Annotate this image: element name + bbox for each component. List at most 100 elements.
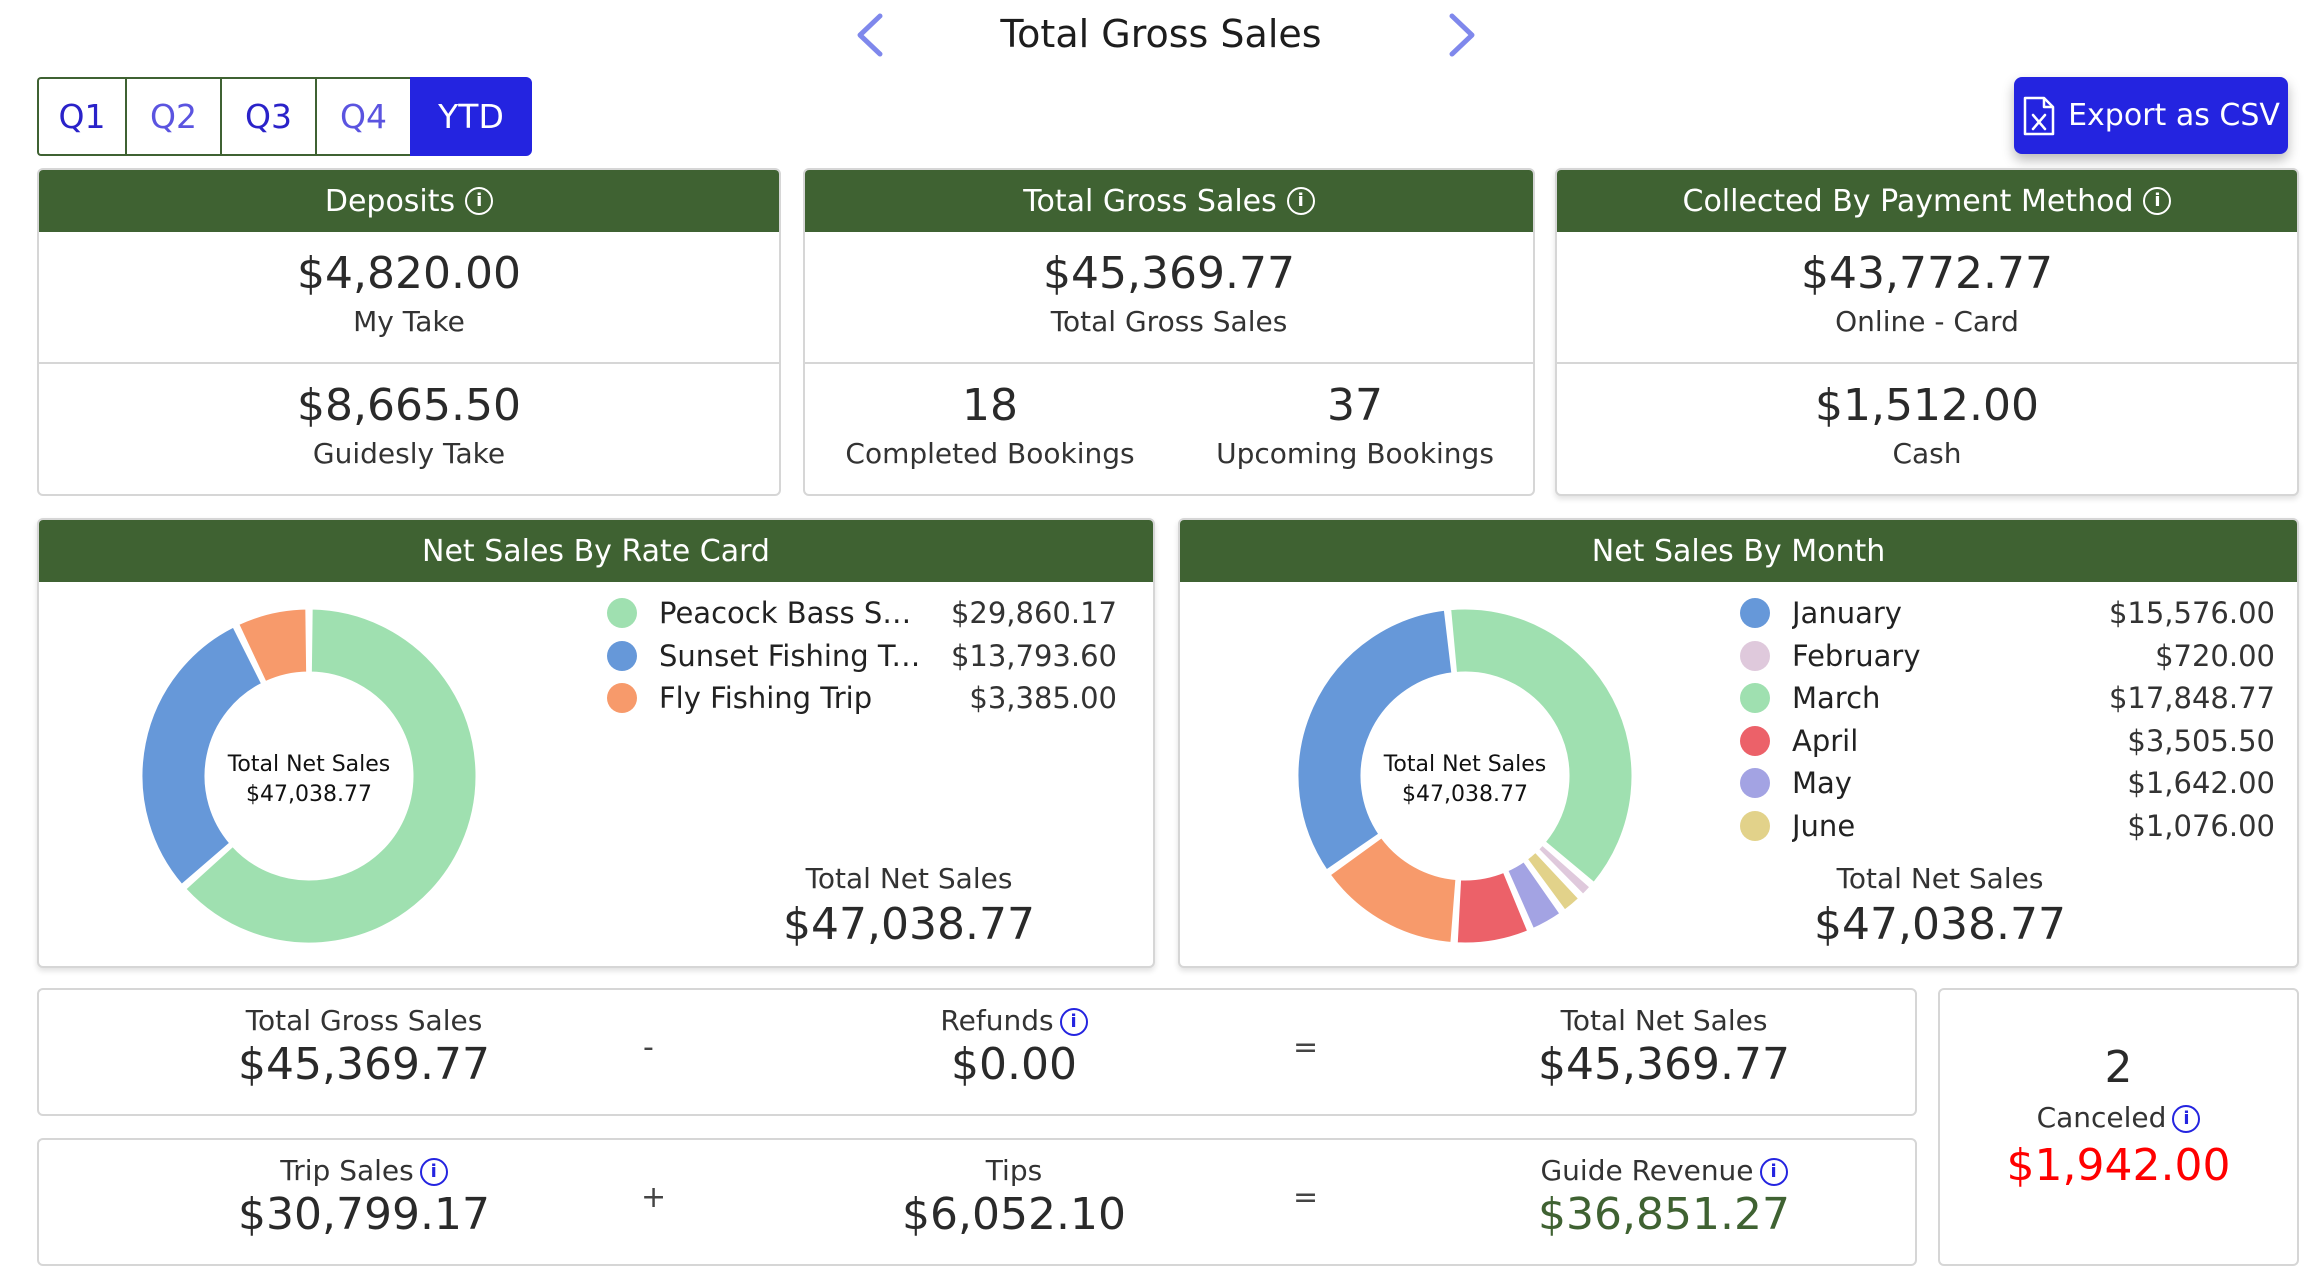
deposits-header: Deposits i: [39, 170, 779, 232]
upcoming-bookings-value: 37: [1327, 380, 1383, 431]
legend-item[interactable]: March $17,848.77: [1740, 677, 2275, 719]
legend-label: April: [1792, 723, 1859, 758]
month-center-value: $47,038.77: [1402, 782, 1528, 807]
month-center-label: Total Net Sales: [1383, 752, 1547, 777]
legend-label: March: [1792, 681, 1881, 715]
info-icon[interactable]: i: [1759, 1158, 1788, 1186]
canceled-label: Canceled i: [1940, 1101, 2297, 1134]
info-icon[interactable]: i: [419, 1158, 448, 1186]
tab-q2[interactable]: Q2: [125, 77, 220, 156]
month-total-label: Total Net Sales: [1836, 862, 2044, 895]
month-donut: [1295, 606, 1635, 946]
legend-value: $720.00: [2155, 638, 2275, 673]
deposits-card: Deposits i $4,820.00 My Take $8,665.50 G…: [37, 168, 781, 496]
rate-card-center-label: Total Net Sales: [227, 752, 391, 777]
info-icon[interactable]: i: [1286, 187, 1315, 215]
legend-value: $29,860.17: [950, 596, 1117, 630]
summary-guide-label: Guide Revenue i: [1439, 1154, 1889, 1187]
equals-sign: =: [1293, 1030, 1319, 1065]
tab-q3[interactable]: Q3: [220, 77, 315, 156]
cash-label: Cash: [1892, 437, 1962, 470]
rate-card-center-value: $47,038.77: [246, 782, 372, 807]
guidesly-take-value: $8,665.50: [297, 380, 521, 431]
legend-item[interactable]: Sunset Fishing Trip $13,793.60: [607, 635, 1117, 677]
rate-card-center: Total Net Sales $47,038.77: [209, 750, 409, 810]
gross-total: $45,369.77 Total Gross Sales: [805, 248, 1533, 338]
equals-sign: =: [1293, 1180, 1319, 1215]
canceled-label-text: Canceled: [2036, 1101, 2167, 1134]
info-icon[interactable]: i: [2143, 187, 2172, 215]
info-icon[interactable]: i: [465, 187, 494, 215]
donut-slice[interactable]: [139, 623, 265, 888]
legend-value: $3,505.50: [2127, 723, 2275, 758]
legend-label: January: [1792, 596, 1902, 630]
legend-value: $15,576.00: [2108, 596, 2275, 630]
donut-slice[interactable]: [1535, 841, 1594, 898]
legend-item[interactable]: May $1,642.00: [1740, 762, 2275, 804]
legend-label: February: [1792, 638, 1921, 673]
payment-method-header: Collected By Payment Method i: [1557, 170, 2297, 232]
legend-item[interactable]: Peacock Bass Shor... $29,860.17: [607, 592, 1117, 634]
prev-arrow-icon[interactable]: [848, 10, 892, 60]
legend-label: Sunset Fishing Trip: [659, 638, 929, 673]
legend-item[interactable]: February $720.00: [1740, 635, 2275, 677]
donut-slice[interactable]: [1504, 858, 1564, 932]
page-title: Total Gross Sales: [1000, 12, 1322, 56]
rate-card-total-value: $47,038.77: [783, 899, 1035, 950]
online-card-value: $43,772.77: [1801, 248, 2053, 299]
donut-slice[interactable]: [1447, 606, 1635, 886]
summary-trip-value: $30,799.17: [238, 1189, 490, 1240]
donut-slice[interactable]: [1454, 869, 1531, 946]
canceled-value: $1,942.00: [2006, 1140, 2231, 1191]
export-csv-button[interactable]: Export as CSV: [2014, 77, 2288, 154]
legend-item[interactable]: July$6,670.50: [1740, 847, 2275, 850]
info-icon[interactable]: i: [2172, 1105, 2201, 1133]
divider: [1557, 362, 2297, 364]
legend-item[interactable]: April $3,505.50: [1740, 720, 2275, 762]
quarter-tabs: Q1 Q2 Q3 Q4 YTD: [37, 77, 532, 156]
legend-swatch: [607, 683, 637, 713]
net-sales-summary: Total Gross Sales $45,369.77 - Refunds i …: [37, 988, 1917, 1116]
tab-q1[interactable]: Q1: [37, 77, 125, 156]
legend-swatch: [607, 598, 637, 628]
file-excel-icon: [2023, 96, 2055, 135]
donut-slice[interactable]: [1524, 849, 1582, 914]
donut-slice[interactable]: [1326, 834, 1459, 946]
legend-value: $1,076.00: [2127, 808, 2275, 843]
legend-label: Peacock Bass Shor...: [659, 596, 929, 630]
online-card-label: Online - Card: [1835, 305, 2019, 338]
tab-q4[interactable]: Q4: [315, 77, 410, 156]
payment-method-title: Collected By Payment Method: [1682, 183, 2134, 219]
rate-card-total: Total Net Sales $47,038.77: [719, 862, 1099, 950]
donut-slice[interactable]: [235, 606, 310, 685]
donut-slice[interactable]: [1295, 607, 1455, 874]
my-take-label: My Take: [353, 305, 465, 338]
legend-item[interactable]: January $15,576.00: [1740, 592, 2275, 634]
legend-value: $1,642.00: [2127, 766, 2275, 800]
legend-swatch: [1740, 768, 1770, 798]
guide-label-text: Guide Revenue: [1540, 1154, 1754, 1187]
guide-revenue-summary: Trip Sales i $30,799.17 + Tips $6,052.10 …: [37, 1138, 1917, 1266]
plus-sign: +: [641, 1180, 667, 1215]
gross-sales-header: Total Gross Sales i: [805, 170, 1533, 232]
rate-card-donut: [139, 606, 479, 946]
legend-item[interactable]: Fly Fishing Trip $3,385.00: [607, 677, 1117, 719]
info-icon[interactable]: i: [1059, 1008, 1088, 1036]
payment-method-card: Collected By Payment Method i $43,772.77…: [1555, 168, 2299, 496]
month-total-value: $47,038.77: [1814, 899, 2066, 950]
next-arrow-icon[interactable]: [1440, 10, 1484, 60]
rate-card-chart-card: Net Sales By Rate Card Total Net Sales $…: [37, 518, 1155, 968]
month-legend-scroll[interactable]: January $15,576.00 February $720.00 March $17…: [1740, 588, 2280, 850]
summary-net-value: $45,369.77: [1538, 1039, 1790, 1090]
trip-label-text: Trip Sales: [280, 1154, 414, 1187]
tab-ytd[interactable]: YTD: [410, 77, 532, 156]
summary-refunds-value: $0.00: [951, 1039, 1077, 1090]
summary-net: Total Net Sales $45,369.77: [1439, 1004, 1889, 1090]
export-label: Export as CSV: [2068, 98, 2280, 133]
deposits-title: Deposits: [324, 183, 456, 219]
my-take: $4,820.00 My Take: [39, 248, 779, 338]
legend-item[interactable]: June $1,076.00: [1740, 805, 2275, 847]
legend-value: $17,848.77: [2108, 681, 2275, 715]
legend-swatch: [1740, 725, 1770, 756]
donut-slice[interactable]: [182, 606, 479, 946]
